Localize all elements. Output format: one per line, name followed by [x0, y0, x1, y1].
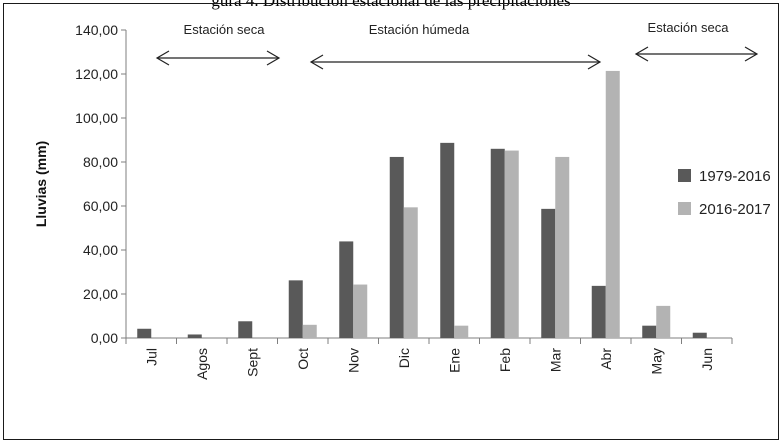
x-tick-label: Feb — [497, 348, 513, 372]
x-tick-label: Oct — [295, 348, 311, 370]
x-tick-label: Abr — [598, 348, 614, 370]
y-axis-title: Lluvias (mm) — [33, 141, 49, 227]
y-tick-label: 80,00 — [83, 154, 118, 170]
bar-2016-2017-Mar — [555, 156, 570, 338]
bar-1979-2016-Sept — [238, 321, 253, 338]
season-label: Estación seca — [648, 20, 730, 35]
season-arrow-head-left — [155, 50, 170, 66]
y-tick-label: 60,00 — [83, 198, 118, 214]
y-tick-label: 120,00 — [75, 66, 118, 82]
legend-swatch-1979-2016 — [678, 169, 691, 182]
chart-frame — [3, 3, 779, 440]
x-tick-label: Sept — [244, 348, 260, 377]
bar-2016-2017-Dic — [403, 207, 418, 338]
x-tick-label: Nov — [345, 348, 361, 373]
x-tick-label: Jul — [143, 348, 159, 366]
season-label: Estación seca — [184, 22, 266, 37]
bar-2016-2017-Ene — [454, 325, 469, 338]
season-arrow-head-right — [266, 50, 281, 66]
y-tick-label: 0,00 — [91, 330, 118, 346]
bar-2016-2017-Oct — [302, 324, 317, 338]
season-arrow-head-left — [309, 54, 324, 70]
figure-caption: gura 4. Distribución estacional de las p… — [211, 0, 571, 10]
bar-1979-2016-Ene — [440, 142, 455, 338]
legend-swatch-2016-2017 — [678, 202, 691, 215]
season-arrow-head-left — [634, 46, 649, 62]
bar-2016-2017-Nov — [353, 284, 368, 338]
bar-2016-2017-May — [656, 305, 671, 338]
bar-2016-2017-Feb — [504, 150, 519, 338]
season-arrow-head-right — [744, 46, 759, 62]
x-tick-label: Jun — [699, 348, 715, 371]
y-tick-label: 140,00 — [75, 22, 118, 38]
x-tick-label: Agos — [194, 348, 210, 380]
bar-1979-2016-Jun — [692, 332, 707, 338]
y-tick-label: 20,00 — [83, 286, 118, 302]
bar-1979-2016-Jul — [137, 328, 152, 338]
bar-1979-2016-Nov — [339, 241, 354, 338]
y-tick-label: 40,00 — [83, 242, 118, 258]
x-tick-label: Mar — [547, 348, 563, 372]
bar-1979-2016-Oct — [288, 280, 303, 338]
x-tick-label: Dic — [396, 348, 412, 368]
bar-1979-2016-Abr — [591, 285, 606, 338]
x-tick-label: Ene — [446, 348, 462, 373]
bar-1979-2016-May — [642, 325, 657, 338]
season-arrow-head-right — [587, 54, 602, 70]
bar-1979-2016-Dic — [389, 156, 404, 338]
bar-1979-2016-Agos — [187, 334, 202, 338]
legend-label: 2016-2017 — [699, 201, 771, 218]
season-label: Estación húmeda — [369, 22, 470, 37]
legend-label: 1979-2016 — [699, 168, 771, 185]
bar-1979-2016-Feb — [490, 148, 505, 338]
y-tick-label: 100,00 — [75, 110, 118, 126]
x-tick-label: May — [648, 348, 664, 374]
bar-1979-2016-Mar — [541, 208, 556, 338]
bar-2016-2017-Abr — [605, 70, 620, 339]
